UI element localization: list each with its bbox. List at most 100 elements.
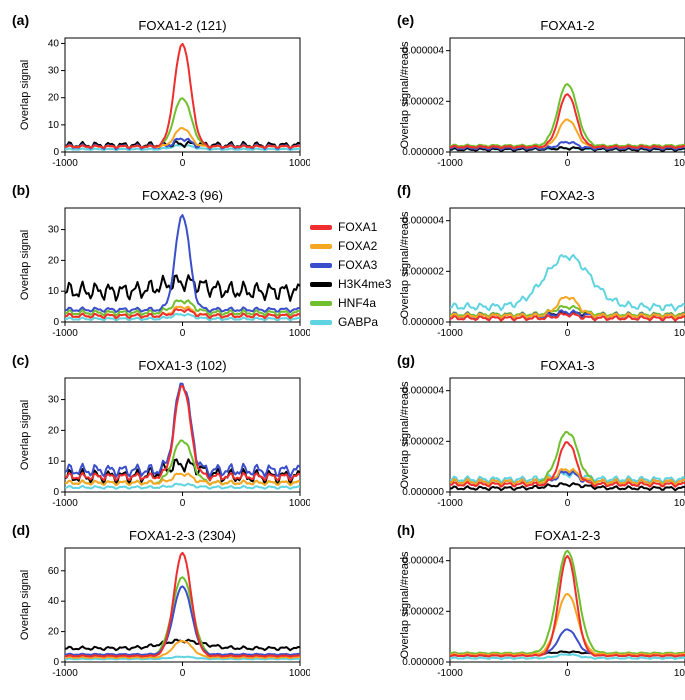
panel-label: (h) bbox=[397, 522, 415, 538]
series-foxa3 bbox=[65, 384, 300, 478]
legend-swatch-icon bbox=[310, 225, 332, 230]
svg-text:-1000: -1000 bbox=[437, 668, 463, 679]
svg-text:10: 10 bbox=[48, 456, 60, 467]
panel-label: (e) bbox=[397, 12, 414, 28]
series-hnf4a bbox=[65, 577, 300, 656]
y-axis-label: Overlap signal bbox=[19, 570, 31, 640]
chart-svg: -1000010000102030FOXA2-3 (96)Overlap sig… bbox=[10, 180, 310, 350]
svg-text:1000: 1000 bbox=[289, 158, 310, 169]
panel-label: (d) bbox=[12, 522, 30, 538]
svg-text:0: 0 bbox=[565, 498, 571, 509]
legend-item: FOXA3 bbox=[310, 258, 395, 272]
svg-text:20: 20 bbox=[48, 627, 60, 638]
y-axis-label: Overlap signal/#reads bbox=[399, 551, 411, 659]
panel-f: (f)-1000010000.0000000.0000020.000004FOX… bbox=[395, 180, 685, 350]
chart-svg: -1000010000204060FOXA1-2-3 (2304)Overlap… bbox=[10, 520, 310, 690]
series-foxa2 bbox=[450, 120, 685, 149]
svg-text:60: 60 bbox=[48, 566, 60, 577]
y-axis-label: Overlap signal bbox=[19, 400, 31, 470]
svg-text:0: 0 bbox=[53, 487, 59, 498]
svg-text:0: 0 bbox=[53, 657, 59, 668]
svg-text:0: 0 bbox=[180, 328, 186, 339]
series-foxa2 bbox=[450, 594, 685, 655]
figure-grid: (a)-100001000010203040FOXA1-2 (121)Overl… bbox=[10, 10, 675, 690]
chart-title: FOXA1-3 bbox=[540, 358, 594, 373]
series-foxa1 bbox=[450, 556, 685, 657]
svg-text:40: 40 bbox=[48, 596, 60, 607]
chart-svg: -1000010000.0000000.0000020.000004FOXA1-… bbox=[395, 10, 685, 180]
legend-item: FOXA1 bbox=[310, 220, 395, 234]
legend-label: H3K4me3 bbox=[338, 277, 391, 291]
svg-text:-1000: -1000 bbox=[437, 498, 463, 509]
y-axis-label: Overlap signal/#reads bbox=[399, 211, 411, 319]
svg-text:0: 0 bbox=[53, 317, 59, 328]
chart-svg: -1000010000102030FOXA1-3 (102)Overlap si… bbox=[10, 350, 310, 520]
chart-title: FOXA1-2 bbox=[540, 18, 594, 33]
y-axis-label: Overlap signal/#reads bbox=[399, 41, 411, 149]
panel-e: (e)-1000010000.0000000.0000020.000004FOX… bbox=[395, 10, 685, 180]
svg-text:1000: 1000 bbox=[289, 498, 310, 509]
svg-text:-1000: -1000 bbox=[437, 158, 463, 169]
legend: FOXA1 FOXA2 FOXA3 H3K4me3 HNF4a GABPa bbox=[310, 180, 395, 350]
legend-swatch-icon bbox=[310, 244, 332, 249]
svg-text:-1000: -1000 bbox=[437, 328, 463, 339]
chart-title: FOXA1-2 (121) bbox=[138, 18, 226, 33]
chart-svg: -1000010000.0000000.0000020.000004FOXA1-… bbox=[395, 520, 685, 690]
legend-label: FOXA1 bbox=[338, 220, 377, 234]
panel-g: (g)-1000010000.0000000.0000020.000004FOX… bbox=[395, 350, 685, 520]
legend-swatch-icon bbox=[310, 320, 332, 325]
panel-label: (f) bbox=[397, 182, 411, 198]
legend-item: FOXA2 bbox=[310, 239, 395, 253]
svg-text:0: 0 bbox=[53, 147, 59, 158]
chart-title: FOXA2-3 bbox=[540, 188, 594, 203]
svg-text:10: 10 bbox=[48, 286, 60, 297]
legend-item: HNF4a bbox=[310, 296, 395, 310]
series-hnf4a bbox=[450, 551, 685, 654]
svg-text:30: 30 bbox=[48, 225, 60, 236]
legend-swatch-icon bbox=[310, 301, 332, 306]
chart-title: FOXA1-2-3 (2304) bbox=[129, 528, 236, 543]
svg-text:0: 0 bbox=[180, 158, 186, 169]
legend-swatch-icon bbox=[310, 282, 332, 287]
y-axis-label: Overlap signal bbox=[19, 60, 31, 130]
svg-text:20: 20 bbox=[48, 93, 60, 104]
chart-svg: -100001000010203040FOXA1-2 (121)Overlap … bbox=[10, 10, 310, 180]
svg-text:-1000: -1000 bbox=[52, 668, 78, 679]
legend-swatch-icon bbox=[310, 263, 332, 268]
series-h3k4me3 bbox=[65, 275, 300, 301]
chart-title: FOXA1-2-3 bbox=[535, 528, 601, 543]
panel-h: (h)-1000010000.0000000.0000020.000004FOX… bbox=[395, 520, 685, 690]
svg-text:20: 20 bbox=[48, 255, 60, 266]
panel-label: (b) bbox=[12, 182, 30, 198]
legend-label: FOXA3 bbox=[338, 258, 377, 272]
legend-label: HNF4a bbox=[338, 296, 376, 310]
svg-text:0: 0 bbox=[180, 498, 186, 509]
series-foxa1 bbox=[450, 94, 685, 148]
panel-label: (c) bbox=[12, 352, 29, 368]
svg-text:0: 0 bbox=[180, 668, 186, 679]
svg-text:30: 30 bbox=[48, 66, 60, 77]
svg-text:-1000: -1000 bbox=[52, 328, 78, 339]
series-foxa3 bbox=[65, 586, 300, 655]
panel-c: (c)-1000010000102030FOXA1-3 (102)Overlap… bbox=[10, 350, 310, 520]
legend-item: H3K4me3 bbox=[310, 277, 395, 291]
svg-text:40: 40 bbox=[48, 38, 60, 49]
svg-text:20: 20 bbox=[48, 425, 60, 436]
svg-text:1000: 1000 bbox=[674, 328, 685, 339]
panel-d: (d)-1000010000204060FOXA1-2-3 (2304)Over… bbox=[10, 520, 310, 690]
series-gabpa bbox=[450, 255, 685, 311]
chart-svg: -1000010000.0000000.0000020.000004FOXA2-… bbox=[395, 180, 685, 350]
svg-text:1000: 1000 bbox=[674, 498, 685, 509]
svg-text:1000: 1000 bbox=[674, 158, 685, 169]
svg-text:1000: 1000 bbox=[674, 668, 685, 679]
legend-label: GABPa bbox=[338, 315, 378, 329]
svg-text:1000: 1000 bbox=[289, 328, 310, 339]
svg-text:0: 0 bbox=[565, 328, 571, 339]
svg-text:30: 30 bbox=[48, 395, 60, 406]
svg-text:-1000: -1000 bbox=[52, 158, 78, 169]
legend-label: FOXA2 bbox=[338, 239, 377, 253]
svg-text:1000: 1000 bbox=[289, 668, 310, 679]
y-axis-label: Overlap signal/#reads bbox=[399, 381, 411, 489]
panel-a: (a)-100001000010203040FOXA1-2 (121)Overl… bbox=[10, 10, 310, 180]
series-foxa1 bbox=[65, 44, 300, 148]
